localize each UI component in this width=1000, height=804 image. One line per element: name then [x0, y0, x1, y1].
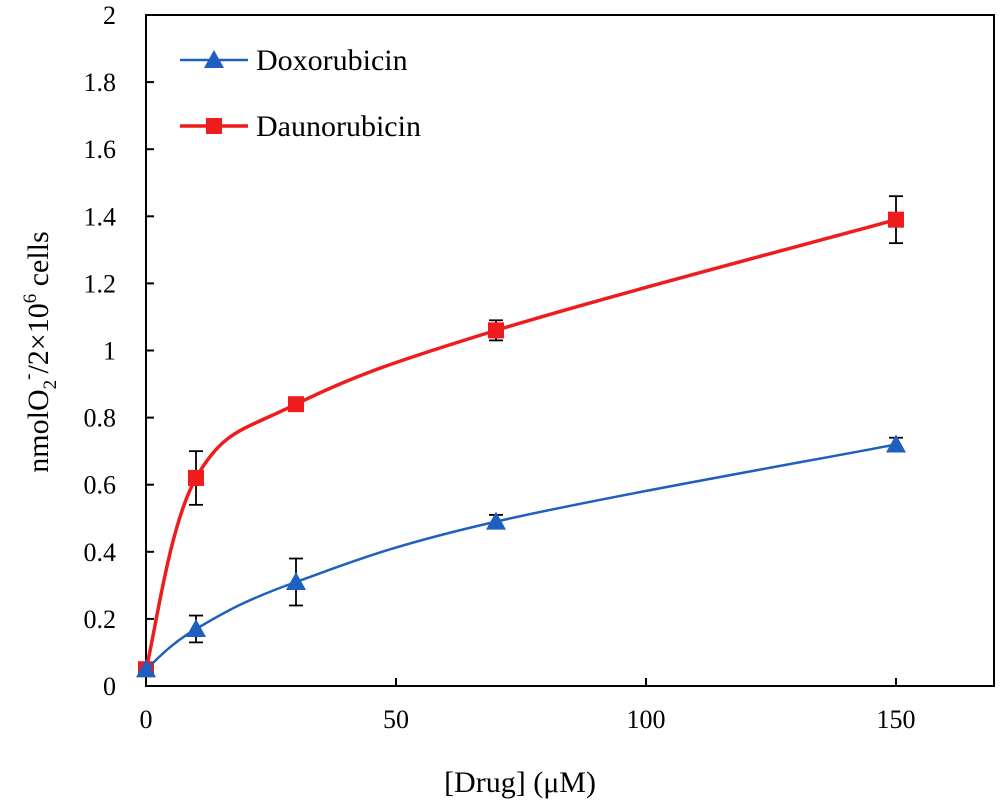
x-tick-label: 150 [877, 705, 916, 734]
y-axis-title-mid: /2×10 [22, 303, 55, 373]
data-point-doxorubicin [886, 434, 906, 453]
y-tick-label: 2 [103, 1, 116, 30]
series-daunorubicin [138, 195, 904, 678]
y-tick-label: 1.6 [84, 135, 117, 164]
data-point-doxorubicin [486, 511, 506, 530]
y-tick-label: 0 [103, 672, 116, 701]
y-tick-label: 1.2 [84, 269, 117, 298]
x-tick-label: 50 [383, 705, 409, 734]
y-axis-title-tail: cells [22, 231, 55, 293]
legend-label-daunorubicin: Daunorubicin [256, 110, 421, 143]
legend: Doxorubicin Daunorubicin [180, 44, 421, 143]
data-point-daunorubicin [488, 322, 504, 339]
y-axis-title-sub: 2 [40, 380, 61, 390]
y-tick-label: 0.2 [84, 605, 117, 634]
data-point-daunorubicin [888, 211, 904, 228]
y-axis-title-sup1: - [18, 374, 39, 380]
legend-label-doxorubicin: Doxorubicin [256, 44, 408, 77]
data-point-daunorubicin [288, 396, 304, 413]
x-tick-label: 100 [627, 705, 666, 734]
y-tick-label: 1.8 [84, 68, 117, 97]
y-tick-label: 1.4 [84, 202, 117, 231]
series-layer [136, 195, 906, 678]
data-point-daunorubicin [188, 469, 204, 486]
x-tick-label: 0 [140, 705, 153, 734]
y-axis-title-sup2: 6 [20, 294, 41, 304]
x-axis: 0 50 100 150 [140, 678, 916, 734]
x-axis-title: [Drug] (μM) [444, 766, 596, 799]
data-point-doxorubicin [186, 618, 206, 637]
series-line-daunorubicin [144, 217, 897, 670]
y-tick-label: 0.6 [84, 471, 117, 500]
legend-marker-daunorubicin [206, 118, 222, 134]
y-axis: 0 0.2 0.4 0.6 0.8 1 1.2 1.4 1.6 1.8 2 [84, 1, 154, 701]
y-tick-label: 0.4 [84, 538, 117, 567]
legend-marker-doxorubicin [204, 50, 224, 68]
y-tick-label: 1 [103, 337, 116, 366]
y-axis-title-base: nmolO [22, 389, 55, 472]
data-point-doxorubicin [136, 659, 156, 678]
series-doxorubicin [136, 434, 906, 678]
series-line-doxorubicin [145, 443, 897, 671]
data-point-doxorubicin [286, 571, 306, 590]
y-tick-label: 0.8 [84, 404, 117, 433]
y-axis-title: nmolO2-/2×106 cells [18, 231, 61, 472]
